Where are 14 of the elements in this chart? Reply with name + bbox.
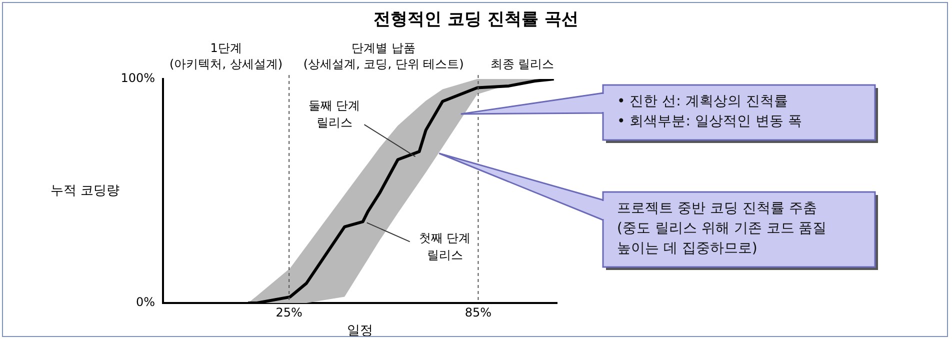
y-tick-label: 0% — [136, 295, 155, 310]
x-tick-label: 25% — [276, 305, 302, 320]
annotation: 둘째 단계 릴리스 — [308, 98, 360, 130]
x-axis-title: 일정 — [347, 324, 373, 339]
text: 단계별 납품 (상세설계, 코딩, 단위 테스트) — [303, 41, 464, 72]
annotation: • 진한 선: 계획상의 진척률 • 회색부분: 일상적인 변동 폭 — [617, 94, 802, 130]
annotation: 첫째 단계 릴리스 — [418, 230, 471, 262]
annotation: 프로젝트 중반 코딩 진척률 주춤 (중도 릴리스 위해 기존 코드 품질 높이는 데 집중하므로) — [617, 200, 827, 257]
text: 1단계 (아키텍처, 상세설계) — [170, 41, 283, 72]
chart-title: 전형적인 코딩 진척률 곡선 — [374, 9, 578, 30]
x-tick-label: 85% — [464, 305, 492, 320]
text: 최종 릴리스 — [490, 57, 554, 72]
y-axis-title: 누적 코딩량 — [50, 183, 120, 198]
y-tick-label: 100% — [120, 71, 155, 86]
